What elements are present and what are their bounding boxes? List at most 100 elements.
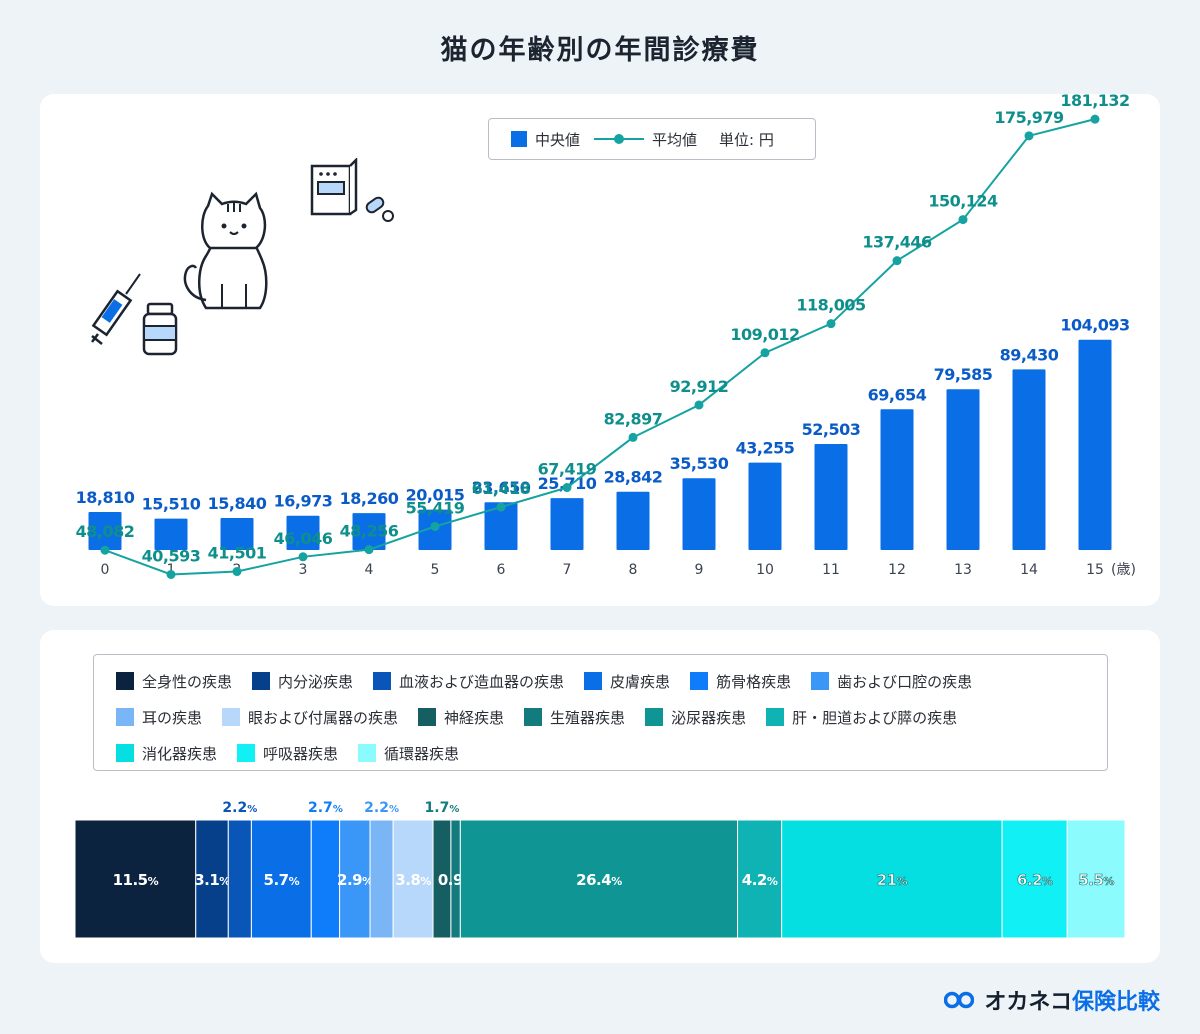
- legend-swatch: [584, 672, 603, 690]
- legend-label: 泌尿器疾患: [671, 708, 747, 727]
- median-bar-label: 15,510: [142, 495, 201, 514]
- x-tick-label: 5: [431, 562, 440, 578]
- mean-point: [562, 483, 572, 493]
- mean-point-label: 118,005: [796, 296, 866, 315]
- legend-swatch: [690, 672, 709, 690]
- median-bar-label: 18,810: [76, 488, 135, 507]
- legend-swatch: [222, 708, 241, 726]
- mean-point-label: 41,501: [208, 544, 267, 563]
- mean-point: [496, 502, 506, 512]
- mean-point: [958, 215, 968, 225]
- legend-label: 循環器疾患: [384, 744, 460, 763]
- mean-line: [104, 118, 1096, 576]
- median-bar-label: 79,585: [934, 365, 993, 384]
- legend-swatch: [252, 672, 271, 690]
- mean-point-label: 40,593: [142, 546, 201, 565]
- legend-swatch: [524, 708, 543, 726]
- x-tick-label: 4: [365, 562, 374, 578]
- mean-point: [364, 545, 374, 555]
- mean-point: [430, 521, 440, 531]
- legend-label: 肝・胆道および膵の疾患: [792, 708, 958, 727]
- median-bar-label: 69,654: [868, 385, 927, 404]
- segment-label: 4.2%: [742, 871, 778, 889]
- segment: [781, 819, 1003, 939]
- median-bar: [946, 389, 980, 550]
- legend-item: 泌尿器疾患: [645, 707, 746, 728]
- median-bar-label: 35,530: [670, 454, 729, 473]
- median-bar: [880, 409, 914, 550]
- mean-point-label: 67,419: [538, 460, 597, 479]
- legend-swatch: [116, 744, 134, 762]
- legend-label: 皮膚疾患: [610, 672, 671, 691]
- combo-chart: 18,810015,510115,840216,973318,260420,01…: [76, 94, 1136, 579]
- mean-point-label: 46,046: [274, 529, 333, 548]
- median-bar: [748, 462, 782, 550]
- x-tick-label: 12: [888, 562, 906, 578]
- segment-label: 2.2%: [364, 800, 399, 816]
- segment-unit: %: [1103, 875, 1114, 888]
- legend-item: 内分泌疾患: [252, 671, 353, 692]
- brand-logo: オカネコ 保険比較: [944, 984, 1160, 1016]
- x-tick-label: 15: [1086, 562, 1104, 578]
- mean-point-label: 137,446: [862, 233, 932, 252]
- mean-point: [628, 432, 638, 442]
- legend-item: 眼および付属器の疾患: [222, 707, 398, 728]
- mean-point: [694, 400, 704, 410]
- brand-name-kanji: 保険比較: [1071, 990, 1160, 1015]
- segment: [339, 819, 371, 939]
- mean-point: [1024, 131, 1034, 141]
- segment: [227, 819, 252, 939]
- legend-item: 消化器疾患: [116, 743, 217, 764]
- median-bar-label: 104,093: [1060, 316, 1129, 335]
- x-tick-label: 10: [756, 562, 774, 578]
- chart-card: 中央値 平均値 単位: 円 18,810015,510115,840216,97…: [40, 94, 1160, 606]
- legend-label: 呼吸器疾患: [263, 744, 339, 763]
- median-bar: [616, 491, 650, 550]
- segment-unit: %: [449, 804, 459, 815]
- segment-unit: %: [289, 875, 300, 888]
- legend-label: 筋骨格疾患: [716, 672, 792, 691]
- legend-label: 生殖器疾患: [550, 708, 626, 727]
- segment: [737, 819, 783, 939]
- mean-point-label: 109,012: [730, 325, 799, 344]
- median-bar-label: 89,430: [1000, 345, 1059, 364]
- median-bar-label: 20,015: [406, 486, 465, 505]
- segment: [369, 819, 394, 939]
- median-bar-label: 43,255: [736, 439, 795, 458]
- legend-item: 歯および口腔の疾患: [811, 671, 972, 692]
- mean-point-label: 61,418: [472, 479, 531, 498]
- medical-box-icon: [310, 158, 394, 222]
- median-bar: [682, 478, 716, 550]
- legend-label: 眼および付属器の疾患: [248, 708, 399, 727]
- segment-unit: %: [219, 875, 230, 888]
- median-bar: [352, 513, 386, 550]
- x-tick-label: 9: [695, 562, 704, 578]
- median-bar: [814, 443, 848, 550]
- legend-swatch: [766, 708, 785, 726]
- segment: [74, 819, 197, 939]
- segment-label: 2.9%: [337, 871, 373, 889]
- median-bar: [286, 515, 320, 550]
- segment-label: 2.2%: [222, 800, 257, 816]
- median-bar: [1078, 339, 1112, 550]
- x-tick-label: 3: [299, 562, 308, 578]
- mean-point: [826, 319, 836, 329]
- median-bar-label: 16,973: [274, 492, 333, 511]
- medicine-bottle-icon: [142, 302, 178, 356]
- segment-unit: %: [767, 875, 778, 888]
- mean-point-label: 175,979: [994, 108, 1064, 127]
- legend-item: 全身性の疾患: [116, 671, 232, 692]
- x-tick-label: 8: [629, 562, 638, 578]
- segment-unit: %: [148, 875, 159, 888]
- median-bar-label: 15,840: [208, 494, 267, 513]
- segment-unit: %: [897, 875, 908, 888]
- mean-point-label: 48,256: [340, 522, 399, 541]
- page-title: 猫の年齢別の年間診療費: [440, 35, 760, 66]
- legend-median-swatch: [511, 131, 527, 147]
- chart-legend: 中央値 平均値 単位: 円: [488, 118, 816, 160]
- mean-point-label: 150,124: [928, 192, 998, 211]
- legend-label: 血液および造血器の疾患: [399, 672, 565, 691]
- legend-label: 歯および口腔の疾患: [837, 672, 973, 691]
- segment-label: 6.2%: [1017, 871, 1053, 889]
- x-tick-label: 6: [497, 562, 506, 578]
